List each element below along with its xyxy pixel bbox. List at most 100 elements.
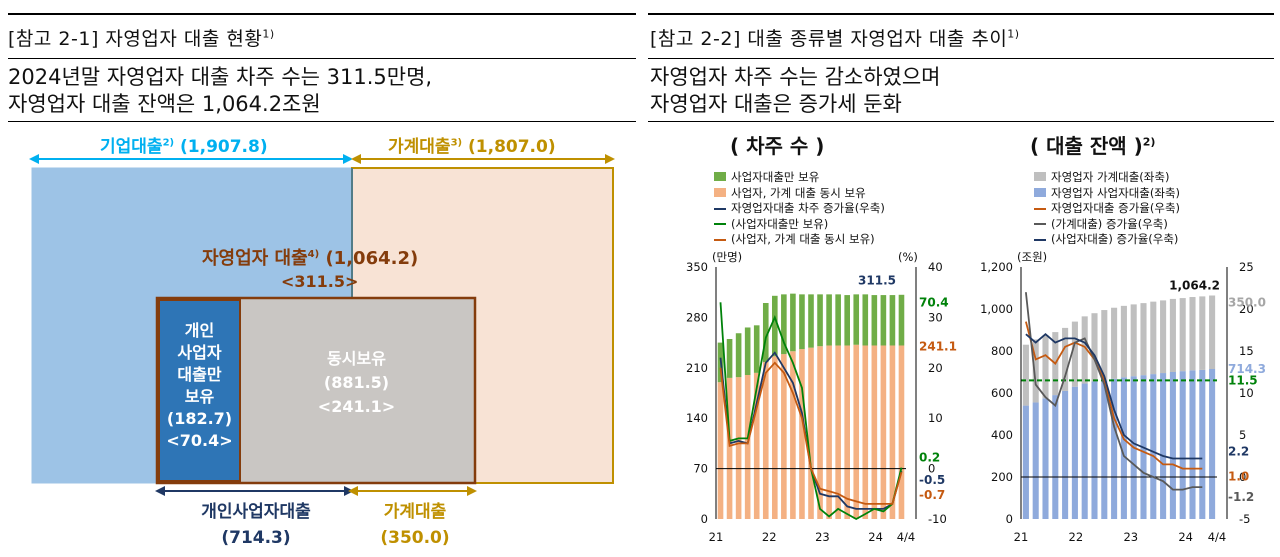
bar-bottom <box>880 345 887 519</box>
x-tick-label: 4/4 <box>897 530 916 544</box>
bar-bottom <box>1101 380 1108 519</box>
bar-bottom <box>1199 369 1206 519</box>
y2-tick-label: -10 <box>928 512 947 526</box>
chart2-title: ( 대출 잔액 )2) <box>1030 134 1156 158</box>
bar-bottom <box>826 345 832 519</box>
total-label: 1,064.2 <box>1169 279 1220 293</box>
y2-tick-label: 20 <box>928 361 943 375</box>
legend-item: 자영업자 사업자대출(좌축) <box>1034 186 1180 202</box>
bar-top <box>817 294 823 347</box>
bar-top <box>1140 303 1147 376</box>
bar-top <box>853 294 860 345</box>
y2-tick-label: 5 <box>1239 428 1246 442</box>
bar-top <box>898 294 905 346</box>
top-rule-right <box>648 13 1274 15</box>
bar-bottom <box>1052 395 1059 519</box>
top-value-label: 70.4 <box>919 296 949 310</box>
indiv-loan-bottom-label: 개인사업자대출 (714.3) <box>201 502 311 548</box>
indiv-only-label: 개인 사업자 대출만 보유 (182.7) <70.4> <box>166 321 233 450</box>
bar-bottom <box>744 375 751 519</box>
bar-bottom <box>1179 371 1186 519</box>
bar-top <box>790 293 796 352</box>
y-tick-label: 0 <box>1006 512 1013 526</box>
bar-top <box>781 294 787 355</box>
y-tick-label: 800 <box>991 344 1013 358</box>
legend-item: 자영업자대출 증가율(우축) <box>1034 201 1180 217</box>
y2-tick-label: 20 <box>1239 302 1254 316</box>
indiv-only-box <box>158 299 241 482</box>
chart2-legend: 자영업자 가계대출(좌축) 자영업자 사업자대출(좌축) 자영업자대출 증가율(… <box>1034 170 1180 248</box>
bar-bottom <box>853 344 860 519</box>
bar-bottom <box>799 349 805 519</box>
bar-top <box>1032 339 1039 403</box>
bar-top <box>844 295 850 346</box>
y-tick-label: 70 <box>693 462 708 476</box>
y-tick-label: 1,000 <box>980 302 1013 316</box>
right-axis-unit: (%) <box>898 250 918 264</box>
bar-bottom <box>889 345 896 519</box>
x-tick-label: 21 <box>1014 530 1029 544</box>
bar-top <box>1150 301 1157 375</box>
bar-bottom <box>1032 402 1039 519</box>
y-tick-label: 600 <box>991 386 1013 400</box>
bar-bottom <box>790 351 796 519</box>
bar-bottom <box>898 345 905 519</box>
bar-top <box>753 325 760 373</box>
mid-rule-right <box>648 58 1274 59</box>
bottom-rule-right <box>648 121 1274 122</box>
series-line <box>1025 292 1203 491</box>
series-line <box>1025 321 1203 470</box>
bar-top <box>726 339 733 378</box>
bar-top <box>744 327 751 375</box>
self-employed-borrowers: <311.5> <box>281 272 359 291</box>
bottom-rule-left <box>8 121 636 122</box>
rate-label: -1.2 <box>1228 490 1254 504</box>
bar-bottom <box>1111 378 1118 519</box>
bar-top <box>835 294 841 346</box>
bottom-value-label: 241.1 <box>919 339 957 353</box>
bar-bottom <box>781 354 787 519</box>
corp-loan-label: 기업대출2) (1,907.8) <box>100 137 268 157</box>
bottom-value-label: 714.3 <box>1228 362 1266 376</box>
borrowers-chart: (만명) (%) 0 70 140 210 280 350 -10 0 10 20 30 40 21 22 23… <box>686 250 957 544</box>
y2-tick-label: 0 <box>1239 470 1246 484</box>
house-loan-bottom-label: 가계대출 (350.0) <box>380 502 450 548</box>
bar-bottom <box>1062 390 1069 519</box>
bar-top <box>1199 296 1206 370</box>
bar-top <box>880 295 887 346</box>
bar-top <box>1120 305 1127 378</box>
y2-tick-label: 30 <box>928 310 943 324</box>
y-tick-label: 210 <box>686 361 708 375</box>
bar-bottom <box>1091 381 1098 519</box>
top-value-label: 350.0 <box>1228 296 1266 310</box>
bar-top <box>1081 316 1088 384</box>
bar-top <box>799 294 805 350</box>
y2-tick-label: 15 <box>1239 344 1254 358</box>
x-tick-label: 22 <box>1069 530 1084 544</box>
legend-item: (사업자대출만 보유) <box>714 217 885 233</box>
y-tick-label: 1,200 <box>980 260 1013 274</box>
left-headline: 2024년말 자영업자 대출 차주 수는 311.5만명, 자영업자 대출 잔액… <box>8 65 433 116</box>
balance-chart: (조원) 0 200 400 600 800 1,000 1,200 -5 0 5 10 15 20 25 2… <box>980 250 1266 544</box>
bar-top <box>862 294 869 346</box>
bar-top <box>1091 313 1098 382</box>
left-section-title: [참고 2-1] 자영업자 대출 현황1) <box>8 27 275 50</box>
bar-top <box>1101 310 1108 381</box>
chart1-title: ( 차주 수 ) <box>730 134 825 158</box>
x-tick-label: 4/4 <box>1208 530 1227 544</box>
bar-bottom <box>772 356 778 519</box>
legend-item: (사업자, 가계 대출 동시 보유) <box>714 232 885 248</box>
bar-top <box>1160 300 1167 374</box>
bar-bottom <box>808 347 814 519</box>
bar-top <box>1062 327 1069 391</box>
loan-structure-diagram <box>29 154 615 496</box>
bar-bottom <box>735 377 742 519</box>
rate-label: 1.0 <box>1228 470 1249 484</box>
series-line <box>1025 333 1203 460</box>
y-tick-label: 0 <box>701 512 708 526</box>
y2-tick-label: 10 <box>928 411 943 425</box>
rate-label: -0.7 <box>919 488 945 502</box>
bar-top <box>1042 335 1049 399</box>
left-axis-unit: (조원) <box>1017 250 1047 264</box>
y2-tick-label: 0 <box>928 462 935 476</box>
